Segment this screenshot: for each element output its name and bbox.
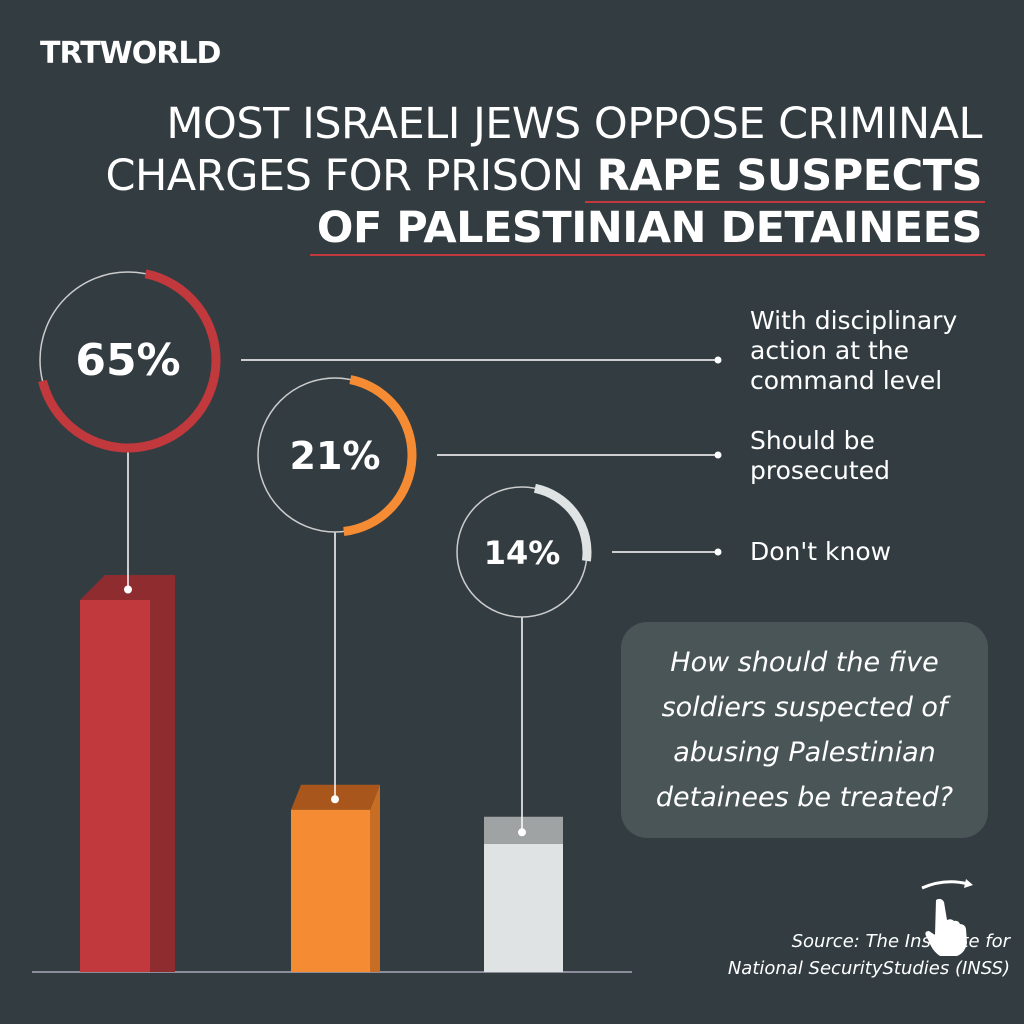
- source-note: Source: The Institute for National Securi…: [728, 928, 1010, 982]
- bar-side: [370, 784, 380, 972]
- title-underline: [310, 254, 985, 256]
- value-label: 14%: [484, 534, 561, 572]
- title-line-2: CHARGES FOR PRISON RAPE SUSPECTS: [105, 150, 982, 202]
- trtworld-logo: TRTWORLD: [40, 36, 221, 71]
- title-bold: RAPE SUSPECTS: [596, 151, 983, 201]
- bar: [291, 809, 370, 972]
- gauge-arc: [533, 483, 592, 562]
- title-regular: CHARGES FOR PRISON: [105, 151, 597, 201]
- title-underline: [585, 201, 985, 203]
- connector-dot: [518, 828, 526, 837]
- source-line: Source: The Institute for: [791, 931, 1010, 952]
- connector-dot: [124, 585, 132, 594]
- bar-side: [150, 575, 175, 972]
- value-label: 65%: [75, 335, 180, 386]
- leader-dot: [714, 356, 722, 364]
- gauge-arc: [343, 375, 417, 536]
- category-label: With disciplinary action at the command …: [750, 306, 958, 395]
- leader-dot: [714, 451, 722, 459]
- value-label: 21%: [290, 434, 381, 478]
- title-line-3: OF PALESTINIAN DETAINEES: [316, 202, 983, 254]
- category-label: Don't know: [750, 537, 892, 566]
- question-box: How should the five soldiers suspected o…: [621, 622, 988, 838]
- leader-dot: [714, 548, 722, 556]
- category-label: Should be prosecuted: [750, 426, 890, 485]
- source-line: National SecurityStudies (INSS): [727, 958, 1010, 979]
- connector-dot: [331, 795, 339, 804]
- bar: [80, 600, 150, 972]
- question-text: How should the five soldiers suspected o…: [655, 647, 954, 813]
- title-line-1: MOST ISRAELI JEWS OPPOSE CRIMINAL: [166, 99, 982, 149]
- gauge-arc: [38, 269, 221, 453]
- bar: [484, 843, 563, 972]
- title-bold: OF PALESTINIAN DETAINEES: [316, 203, 983, 253]
